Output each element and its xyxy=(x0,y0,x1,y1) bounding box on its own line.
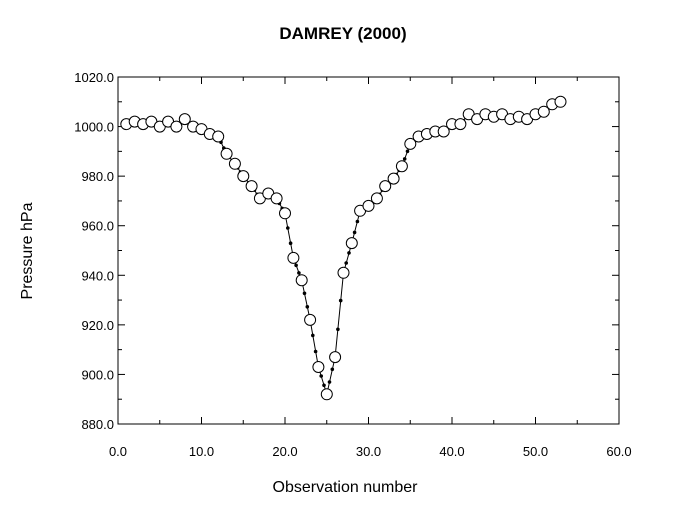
data-point-marker xyxy=(437,125,450,138)
data-point-marker xyxy=(170,120,183,133)
data-point-marker xyxy=(212,130,225,143)
data-point-marker xyxy=(337,266,350,279)
interpolated-dot xyxy=(311,333,315,338)
interpolated-dot xyxy=(347,251,351,255)
data-point-marker xyxy=(537,105,550,118)
data-point-marker xyxy=(270,192,283,205)
data-point-marker xyxy=(312,361,325,373)
interpolated-dot xyxy=(286,226,290,230)
interpolated-dots xyxy=(127,100,560,388)
interpolated-dot xyxy=(305,305,310,309)
data-point-marker xyxy=(387,172,400,185)
x-tick-label: 10.0 xyxy=(189,444,214,459)
interpolated-dot xyxy=(405,149,410,154)
axis-ticks xyxy=(117,76,620,425)
x-tick-label: 30.0 xyxy=(356,444,381,459)
chart-title: DAMREY (2000) xyxy=(279,24,406,43)
interpolated-dot xyxy=(319,374,324,378)
data-markers xyxy=(120,95,567,401)
x-tick-label: 50.0 xyxy=(523,444,548,459)
data-point-marker xyxy=(454,118,467,131)
interpolated-dot xyxy=(302,291,307,296)
data-point-marker xyxy=(279,207,291,220)
data-point-marker xyxy=(379,180,392,193)
data-point-marker xyxy=(220,147,233,160)
data-point-marker xyxy=(362,199,375,212)
y-tick-label: 980.0 xyxy=(81,169,114,184)
interpolated-dot xyxy=(330,367,335,372)
tick-labels: 0.0 10.0 20.0 30.0 40.0 50.0 60.0 880.0 900.0 920… xyxy=(74,70,631,459)
x-axis-label: Observation number xyxy=(273,479,419,496)
interpolated-dot xyxy=(338,298,343,303)
series-line xyxy=(126,101,561,397)
interpolated-dot xyxy=(297,271,301,275)
x-tick-label: 0.0 xyxy=(109,444,127,459)
interpolated-dot xyxy=(402,157,407,161)
data-point-marker xyxy=(304,313,317,326)
interpolated-dot xyxy=(288,241,293,245)
interpolated-dot xyxy=(344,261,349,265)
interpolated-dot xyxy=(322,383,326,388)
interpolated-dot xyxy=(327,380,332,384)
y-axis-label: Pressure hPa xyxy=(19,202,36,299)
interpolated-dot xyxy=(352,230,357,235)
x-tick-label: 20.0 xyxy=(272,444,297,459)
x-tick-label: 40.0 xyxy=(439,444,464,459)
y-tick-label: 940.0 xyxy=(81,268,114,283)
data-point-marker xyxy=(295,274,308,287)
interpolated-dot xyxy=(294,263,298,268)
data-point-marker xyxy=(370,192,383,205)
data-point-marker xyxy=(554,95,567,108)
data-point-marker xyxy=(237,170,250,183)
interpolated-dot xyxy=(336,327,340,332)
data-point-marker xyxy=(228,157,241,170)
y-tick-label: 900.0 xyxy=(81,367,114,382)
y-tick-label: 1020.0 xyxy=(74,70,114,85)
interpolated-dot xyxy=(313,349,318,354)
data-point-marker xyxy=(245,180,258,193)
data-point-marker xyxy=(345,237,358,250)
interpolated-dot xyxy=(355,219,360,224)
data-point-marker xyxy=(395,160,408,173)
data-point-marker xyxy=(320,388,333,401)
data-point-marker xyxy=(329,351,342,364)
y-tick-label: 880.0 xyxy=(81,417,114,432)
data-point-marker xyxy=(178,113,191,126)
data-point-marker xyxy=(287,251,300,264)
y-tick-label: 1000.0 xyxy=(74,120,114,135)
y-tick-label: 920.0 xyxy=(81,318,114,333)
data-point-marker xyxy=(404,137,417,150)
y-tick-label: 960.0 xyxy=(81,219,114,234)
x-tick-label: 60.0 xyxy=(606,444,631,459)
